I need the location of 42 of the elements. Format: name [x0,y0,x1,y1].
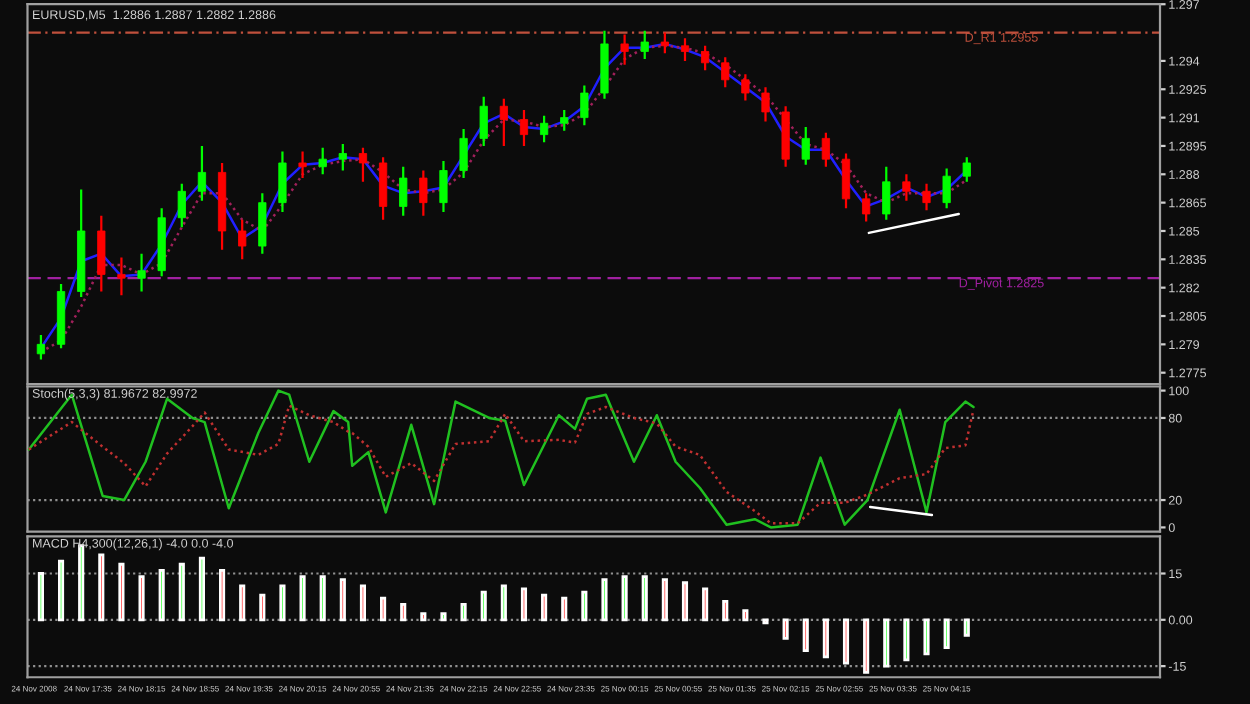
candlestick [801,125,810,166]
candlestick [459,127,468,180]
candlestick [539,114,549,144]
candlestick [660,31,669,55]
candlestick [298,150,307,180]
candlestick [419,169,428,217]
candlestick [499,97,508,148]
candlestick [721,56,730,89]
candlestick [701,44,710,72]
candlestick [560,108,569,132]
candlestick [137,252,146,293]
candlestick [841,152,851,210]
candlestick [399,165,408,217]
candlestick [942,167,951,210]
candlestick [318,146,327,176]
candlestick [761,86,770,123]
candlestick [97,214,106,293]
candlestick [620,33,629,66]
candlestick [177,182,186,229]
candlestick [882,165,891,221]
candlestick [781,105,790,168]
candlestick [821,131,830,168]
candlestick [338,142,347,172]
candlestick [902,173,911,202]
candlestick [519,108,529,148]
candlestick [580,84,589,127]
candlestick [962,156,971,183]
candlestick [197,144,207,202]
candlestick [278,150,287,214]
candlestick [238,218,247,261]
candlestick [479,95,488,148]
candlestick [378,156,388,221]
candlestick [741,73,750,102]
candlestick [680,37,690,63]
candlestick [117,256,126,297]
candlestick [36,333,46,361]
candlestick [439,159,448,214]
candlestick [258,192,267,255]
candlestick [640,29,649,61]
candlestick [862,192,871,223]
candlestick [922,182,931,212]
candlestick [358,146,368,183]
